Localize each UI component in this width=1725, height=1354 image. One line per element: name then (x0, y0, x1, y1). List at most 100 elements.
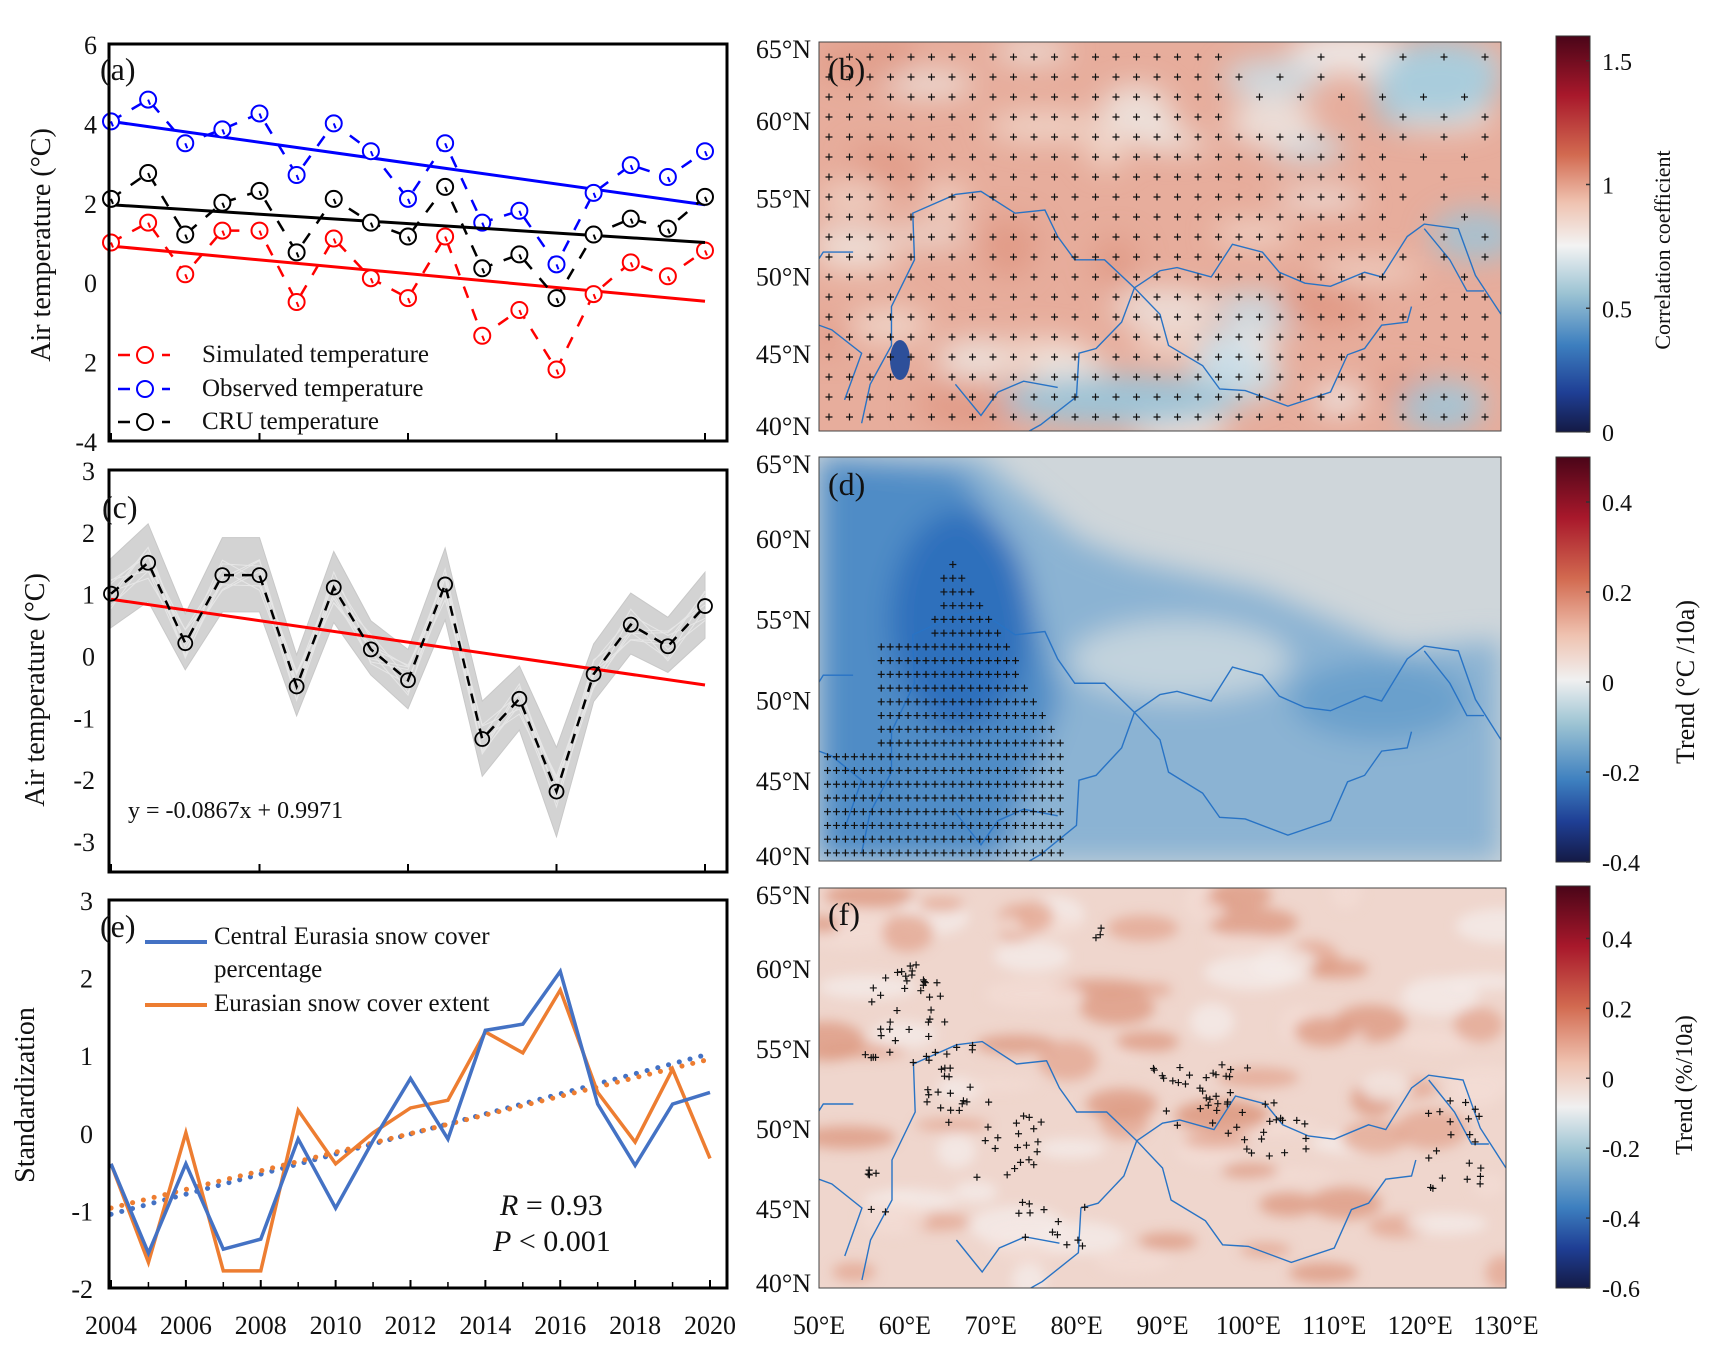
significance-marker (1215, 153, 1222, 161)
data-point-tick (295, 174, 300, 181)
data-point-tick (332, 198, 337, 205)
significance-marker (1471, 1105, 1479, 1113)
significance-marker (976, 643, 984, 651)
significance-marker (887, 233, 894, 241)
significance-marker (1276, 413, 1284, 421)
significance-marker (907, 353, 915, 361)
map-patch (819, 184, 887, 213)
significance-marker (887, 173, 894, 181)
x-tick-label: 2006 (160, 1311, 212, 1340)
significance-marker (1029, 698, 1037, 706)
significance-marker (931, 684, 939, 692)
significance-marker (841, 808, 849, 816)
significance-marker (1174, 413, 1181, 421)
significance-marker (984, 1123, 992, 1131)
significance-marker (1021, 1233, 1029, 1241)
significance-marker (1281, 1149, 1289, 1157)
significance-marker (1256, 213, 1263, 221)
significance-marker (1256, 253, 1263, 261)
significance-marker (1194, 133, 1202, 141)
significance-marker (1297, 413, 1304, 421)
significance-marker (931, 657, 939, 665)
lat-tick-label: 45°N (756, 767, 811, 796)
ensemble-member (110, 551, 706, 782)
significance-marker (1235, 253, 1243, 261)
significance-marker (1461, 413, 1468, 421)
map-patch (1213, 220, 1294, 247)
significance-marker (1358, 153, 1366, 161)
significance-marker (922, 657, 930, 665)
legend-central-line2: percentage (214, 956, 322, 983)
significance-marker (824, 808, 832, 816)
map-patch (1208, 888, 1272, 910)
significance-marker (895, 739, 903, 747)
significance-marker (989, 233, 997, 241)
significance-marker (1010, 413, 1017, 421)
plot-frame-c (107, 468, 729, 874)
significance-marker (825, 73, 833, 81)
data-point-tick (221, 202, 226, 209)
significance-marker (1235, 313, 1243, 321)
significance-marker (1030, 213, 1038, 221)
significance-marker (1020, 739, 1028, 747)
significance-marker (948, 93, 956, 101)
significance-marker (969, 1041, 977, 1049)
significance-marker (1379, 333, 1386, 341)
significance-marker (1481, 373, 1489, 381)
x-tick-label: 2014 (459, 1311, 511, 1340)
significance-marker (904, 821, 912, 829)
map-patch (860, 1200, 928, 1235)
significance-marker (967, 615, 975, 623)
significance-marker (948, 173, 956, 181)
significance-marker (1174, 253, 1181, 261)
significance-marker (1317, 173, 1325, 181)
significance-marker (1012, 670, 1019, 678)
significance-marker (886, 821, 894, 829)
data-point (697, 598, 713, 614)
data-line (109, 967, 711, 1258)
significance-marker (1338, 333, 1345, 341)
significance-marker (931, 835, 939, 843)
significance-marker (1153, 373, 1161, 381)
significance-marker (1186, 1071, 1193, 1079)
significance-marker (1112, 373, 1120, 381)
significance-marker (1215, 353, 1222, 361)
map-patch (1229, 97, 1316, 150)
significance-marker (832, 821, 840, 829)
legend-a: Simulated temperature Observed temperatu… (202, 341, 429, 435)
significance-marker (1440, 333, 1448, 341)
significance-marker (985, 643, 993, 651)
significance-marker (913, 767, 921, 775)
significance-marker (976, 767, 984, 775)
significance-marker (994, 698, 1002, 706)
significance-marker (1477, 1164, 1485, 1172)
significance-marker (894, 968, 902, 976)
significance-marker (907, 413, 915, 421)
significance-marker (1112, 153, 1120, 161)
significance-marker (1235, 333, 1243, 341)
significance-marker (994, 643, 1002, 651)
significance-marker (1215, 113, 1222, 121)
significance-marker (985, 629, 993, 637)
significance-marker (1071, 173, 1079, 181)
country-border (1027, 712, 1136, 861)
significance-marker (1071, 53, 1079, 61)
data-point-tick (110, 198, 114, 205)
significance-marker (1258, 1135, 1266, 1143)
significance-marker (825, 113, 833, 121)
significance-marker (945, 1118, 953, 1126)
data-line (109, 985, 712, 1273)
lat-tick-label: 50°N (756, 1115, 811, 1144)
data-line (110, 221, 706, 373)
significance-marker (985, 1098, 993, 1106)
significance-marker (922, 670, 930, 678)
data-point-tick (258, 190, 263, 197)
data-point (177, 635, 194, 652)
significance-marker (904, 753, 912, 761)
significance-marker (1051, 73, 1058, 81)
significance-marker (886, 1048, 894, 1056)
significance-marker (1112, 293, 1120, 301)
map-patch (849, 307, 930, 345)
significance-marker (825, 313, 833, 321)
